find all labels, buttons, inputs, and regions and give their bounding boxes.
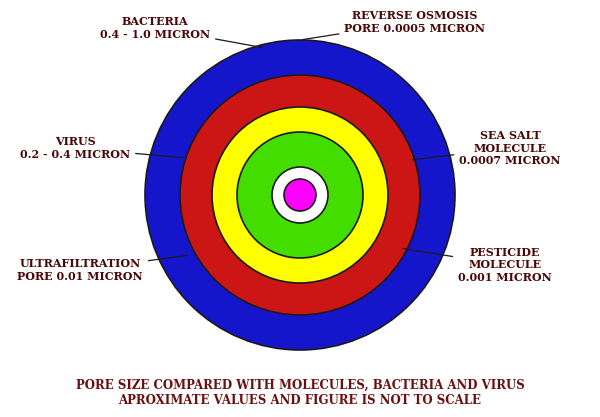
- Ellipse shape: [180, 75, 420, 315]
- Ellipse shape: [212, 107, 388, 283]
- Ellipse shape: [272, 167, 328, 223]
- Ellipse shape: [237, 132, 363, 258]
- Text: REVERSE OSMOSIS
PORE 0.0005 MICRON: REVERSE OSMOSIS PORE 0.0005 MICRON: [303, 10, 485, 40]
- Text: VIRUS
0.2 - 0.4 MICRON: VIRUS 0.2 - 0.4 MICRON: [20, 136, 183, 160]
- Text: BACTERIA
0.4 - 1.0 MICRON: BACTERIA 0.4 - 1.0 MICRON: [100, 16, 262, 48]
- Text: SEA SALT
MOLECULE
0.0007 MICRON: SEA SALT MOLECULE 0.0007 MICRON: [413, 130, 561, 166]
- Ellipse shape: [284, 179, 316, 211]
- Ellipse shape: [145, 40, 455, 350]
- Text: ULTRAFILTRATION
PORE 0.01 MICRON: ULTRAFILTRATION PORE 0.01 MICRON: [17, 255, 187, 282]
- Text: PORE SIZE COMPARED WITH MOLECULES, BACTERIA AND VIRUS: PORE SIZE COMPARED WITH MOLECULES, BACTE…: [76, 379, 524, 392]
- Text: PESTICIDE
MOLECULE
0.001 MICRON: PESTICIDE MOLECULE 0.001 MICRON: [403, 247, 552, 283]
- Text: APROXIMATE VALUES AND FIGURE IS NOT TO SCALE: APROXIMATE VALUES AND FIGURE IS NOT TO S…: [119, 394, 482, 407]
